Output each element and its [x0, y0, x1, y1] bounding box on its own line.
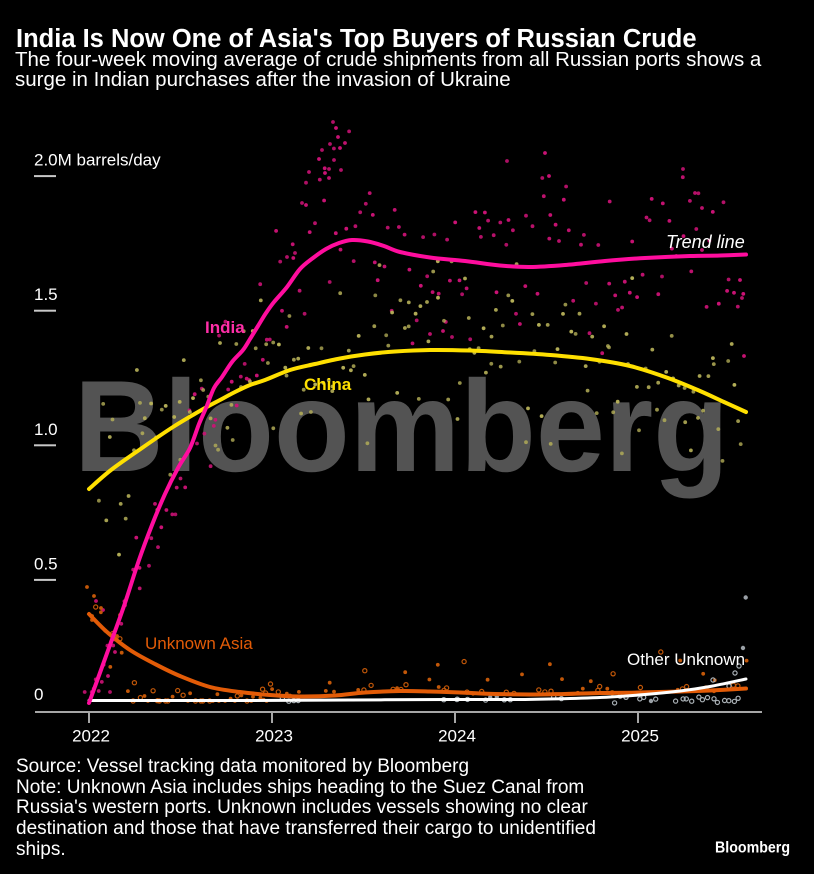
svg-text:Trend line: Trend line — [666, 232, 745, 252]
svg-text:Unknown Asia: Unknown Asia — [145, 634, 253, 653]
svg-text:2024: 2024 — [438, 727, 476, 746]
svg-text:2.0M barrels/day: 2.0M barrels/day — [34, 151, 161, 170]
svg-text:0: 0 — [34, 685, 43, 704]
svg-text:India: India — [205, 318, 245, 337]
svg-text:1.0: 1.0 — [34, 420, 58, 439]
svg-text:2025: 2025 — [621, 727, 659, 746]
svg-text:2022: 2022 — [72, 727, 110, 746]
svg-text:1.5: 1.5 — [34, 285, 58, 304]
svg-text:Bloomberg: Bloomberg — [74, 353, 729, 499]
svg-text:2023: 2023 — [255, 727, 293, 746]
svg-text:China: China — [304, 375, 352, 394]
svg-text:0.5: 0.5 — [34, 554, 58, 573]
svg-text:Bloomberg: Bloomberg — [715, 840, 790, 857]
svg-text:Other Unknown: Other Unknown — [627, 650, 745, 669]
